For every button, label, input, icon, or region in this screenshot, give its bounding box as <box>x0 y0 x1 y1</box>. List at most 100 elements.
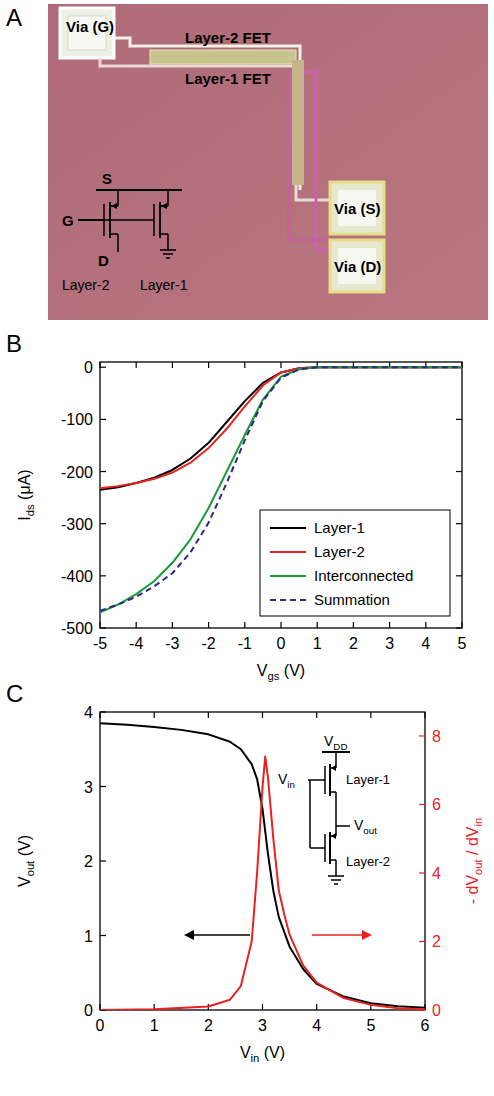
tick <box>370 712 371 718</box>
circuit-label: Layer-2 <box>346 854 390 869</box>
subscript: gs <box>268 670 280 682</box>
label: Layer-1 FET <box>185 70 271 87</box>
tick <box>419 735 425 736</box>
circuit-label: Layer-1 <box>346 772 390 787</box>
arrow-head <box>331 765 336 771</box>
tick <box>456 627 462 628</box>
line <box>104 219 154 221</box>
tick-label: -500 <box>61 620 93 637</box>
tick-label: 3 <box>385 635 394 652</box>
tick <box>461 622 462 628</box>
legend-swatch <box>270 551 306 553</box>
arrow-head <box>362 930 372 940</box>
tick <box>280 362 281 368</box>
tick <box>100 419 106 420</box>
tick <box>262 1004 263 1010</box>
tick <box>424 712 425 718</box>
plot-data <box>100 723 425 1010</box>
subscript: out <box>363 825 377 836</box>
line <box>110 233 118 235</box>
tick <box>100 935 106 936</box>
text-part: (V) <box>279 662 305 679</box>
tick-label: 6 <box>432 796 441 813</box>
tick-label: 1 <box>150 1017 159 1034</box>
label: Layer-2 FET <box>185 29 271 46</box>
line <box>167 190 169 206</box>
arrow <box>312 934 366 936</box>
tick-label: 0 <box>84 359 93 376</box>
legend: Layer-1Layer-2InterconnectedSummation <box>260 510 450 616</box>
legend-swatch <box>270 527 306 529</box>
circuit <box>308 752 350 884</box>
axis-title: Vgs (V) <box>257 662 305 682</box>
series-line <box>100 367 462 612</box>
tick-label: 8 <box>432 728 441 745</box>
fet-channel <box>292 60 304 185</box>
arrow-head <box>331 833 336 839</box>
trace <box>304 72 330 250</box>
line <box>329 764 331 796</box>
tick <box>99 712 100 718</box>
legend-label: Summation <box>314 591 390 608</box>
tick <box>425 622 426 628</box>
line <box>309 780 311 848</box>
arrow <box>190 934 250 936</box>
tick <box>244 622 245 628</box>
tick <box>100 627 106 628</box>
tick-label: 1 <box>84 928 93 945</box>
arrow-head <box>184 930 194 940</box>
tick <box>100 786 106 787</box>
tick-label: 2 <box>204 1017 213 1034</box>
series-line <box>100 367 462 488</box>
tick <box>100 711 106 712</box>
axis-title: Vout (V) <box>16 835 36 887</box>
series-line <box>100 723 425 1008</box>
tick-label: 0 <box>84 1002 93 1019</box>
circuit-label: G <box>62 212 74 229</box>
subscript: out <box>24 860 36 876</box>
trace <box>288 70 330 240</box>
tick <box>208 362 209 368</box>
axis-title: Vin (V) <box>240 1044 285 1064</box>
tick <box>154 712 155 718</box>
circuit-label: Layer-1 <box>140 277 188 293</box>
legend-label: Layer-1 <box>314 519 365 536</box>
arrow-head <box>161 203 167 209</box>
line <box>334 883 338 885</box>
circuit-label: Layer-2 <box>62 277 110 293</box>
tick <box>389 622 390 628</box>
line <box>117 190 119 206</box>
via <box>330 182 384 234</box>
text-part: (V) <box>259 1044 285 1061</box>
line <box>330 791 336 793</box>
tick <box>100 523 106 524</box>
tick-label: 2 <box>84 853 93 870</box>
line <box>117 234 119 252</box>
line <box>78 219 104 221</box>
subscript: in <box>251 1052 260 1064</box>
series-line <box>100 367 462 490</box>
line <box>336 825 350 827</box>
tick <box>172 622 173 628</box>
circuit <box>78 190 182 258</box>
line <box>166 257 170 259</box>
tick <box>100 367 106 368</box>
line <box>167 234 169 250</box>
legend-box <box>260 510 450 616</box>
text-part: / dV <box>464 826 481 859</box>
tick <box>100 575 106 576</box>
arrow-head <box>111 203 117 209</box>
line <box>335 792 337 826</box>
line <box>328 875 344 877</box>
line <box>160 249 176 251</box>
label: Via (G) <box>66 18 114 35</box>
tick <box>172 362 173 368</box>
line <box>159 202 161 238</box>
plot-frame <box>100 362 462 628</box>
micrograph <box>48 4 488 320</box>
tick-label: -100 <box>61 411 93 428</box>
tick-label: 4 <box>421 635 430 652</box>
tick <box>316 712 317 718</box>
tick <box>244 362 245 368</box>
tick-label: -5 <box>93 635 107 652</box>
